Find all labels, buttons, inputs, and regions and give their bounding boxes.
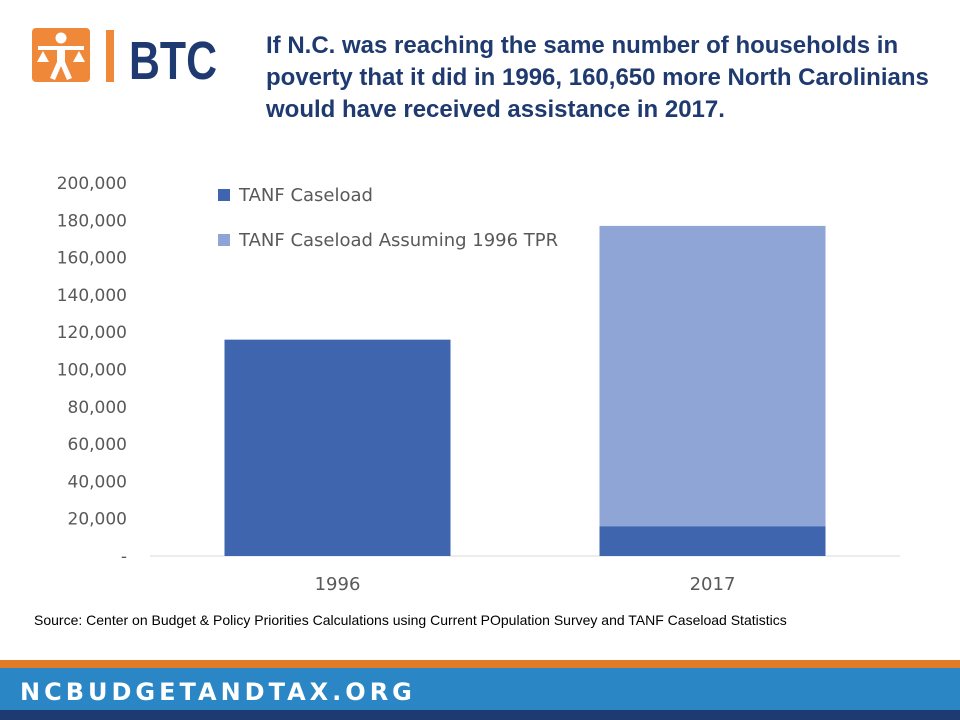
website-url: NCBUDGETANDTAX.ORG xyxy=(20,678,416,706)
bar-1996-series-1 xyxy=(224,339,451,556)
legend-swatch xyxy=(218,234,230,246)
btc-logo: BTC xyxy=(32,28,217,86)
chart-headline: If N.C. was reaching the same number of … xyxy=(266,32,929,123)
y-tick-label: 80,000 xyxy=(68,398,127,418)
legend-label: TANF Caseload Assuming 1996 TPR xyxy=(238,230,558,251)
y-tick-label: 180,000 xyxy=(57,211,127,231)
bar-2017-series-1 xyxy=(599,526,826,556)
y-tick-label: 100,000 xyxy=(57,361,127,381)
y-tick-label: 200,000 xyxy=(57,174,127,194)
y-tick-label: - xyxy=(121,547,127,567)
y-tick-label: 60,000 xyxy=(68,435,127,455)
logo-divider xyxy=(106,30,114,82)
person-scales-icon xyxy=(32,28,90,82)
x-tick-label: 1996 xyxy=(315,574,361,595)
bar-2017-series-2 xyxy=(599,225,826,527)
y-tick-label: 120,000 xyxy=(57,323,127,343)
footer-accent-stripe xyxy=(0,660,960,668)
y-tick-label: 140,000 xyxy=(57,286,127,306)
y-tick-label: 160,000 xyxy=(57,249,127,269)
y-tick-label: 20,000 xyxy=(68,510,127,530)
caseload-bar-chart: - 20,000 40,000 60,000 80,000 100,000 120,000 1… xyxy=(57,174,900,595)
source-note: Source: Center on Budget & Policy Priori… xyxy=(34,612,787,628)
legend-label: TANF Caseload xyxy=(238,185,373,206)
footer-bottom-stripe xyxy=(0,710,960,720)
x-tick-label: 2017 xyxy=(690,574,736,595)
y-tick-label: 40,000 xyxy=(68,472,127,492)
legend-swatch xyxy=(218,189,230,201)
logo-text: BTC xyxy=(129,31,217,86)
